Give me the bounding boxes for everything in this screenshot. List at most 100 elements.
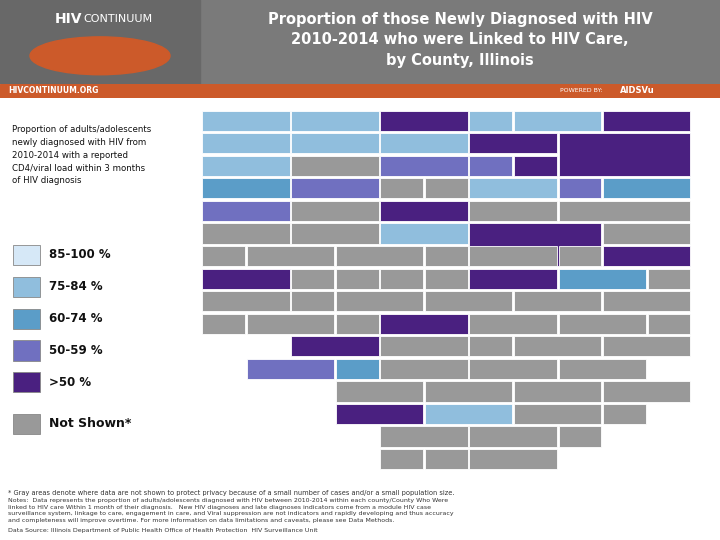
Text: 60-74 %: 60-74 % [49, 312, 102, 325]
FancyBboxPatch shape [380, 359, 468, 379]
Text: >50 %: >50 % [49, 376, 91, 389]
FancyBboxPatch shape [380, 201, 468, 221]
Text: * Gray areas denote where data are not shown to protect privacy because of a sma: * Gray areas denote where data are not s… [8, 490, 454, 496]
FancyBboxPatch shape [603, 336, 690, 356]
Text: HIVCONTINUUM.ORG: HIVCONTINUUM.ORG [8, 86, 99, 95]
FancyBboxPatch shape [469, 336, 513, 356]
FancyBboxPatch shape [469, 156, 513, 176]
Text: HIV: HIV [55, 12, 83, 26]
FancyBboxPatch shape [559, 246, 601, 266]
Text: 75-84 %: 75-84 % [49, 280, 102, 293]
FancyBboxPatch shape [425, 268, 468, 289]
Text: POWERED BY:: POWERED BY: [560, 88, 603, 93]
FancyBboxPatch shape [292, 224, 379, 244]
FancyBboxPatch shape [202, 314, 246, 334]
FancyBboxPatch shape [469, 111, 513, 131]
FancyBboxPatch shape [380, 111, 468, 131]
FancyBboxPatch shape [292, 201, 379, 221]
FancyBboxPatch shape [425, 246, 468, 266]
FancyBboxPatch shape [559, 314, 646, 334]
FancyBboxPatch shape [469, 314, 557, 334]
FancyBboxPatch shape [202, 201, 289, 221]
FancyBboxPatch shape [469, 427, 557, 447]
FancyBboxPatch shape [202, 156, 289, 176]
FancyBboxPatch shape [380, 427, 468, 447]
FancyBboxPatch shape [202, 224, 289, 244]
FancyBboxPatch shape [603, 381, 690, 402]
FancyBboxPatch shape [292, 336, 379, 356]
FancyBboxPatch shape [469, 359, 557, 379]
FancyBboxPatch shape [247, 314, 334, 334]
FancyBboxPatch shape [514, 336, 601, 356]
FancyBboxPatch shape [514, 381, 601, 402]
FancyBboxPatch shape [336, 404, 423, 424]
FancyBboxPatch shape [603, 111, 690, 131]
FancyBboxPatch shape [202, 178, 289, 199]
FancyBboxPatch shape [514, 404, 601, 424]
FancyBboxPatch shape [202, 291, 289, 312]
FancyBboxPatch shape [559, 178, 601, 199]
FancyBboxPatch shape [380, 336, 468, 356]
FancyBboxPatch shape [469, 449, 557, 469]
FancyBboxPatch shape [202, 268, 289, 289]
FancyBboxPatch shape [469, 133, 557, 153]
FancyBboxPatch shape [425, 178, 468, 199]
FancyBboxPatch shape [13, 308, 40, 329]
FancyBboxPatch shape [603, 246, 690, 266]
Text: Proportion of those Newly Diagnosed with HIV
2010-2014 who were Linked to HIV Ca: Proportion of those Newly Diagnosed with… [268, 12, 652, 68]
FancyBboxPatch shape [202, 246, 246, 266]
FancyBboxPatch shape [336, 291, 423, 312]
Ellipse shape [30, 37, 170, 75]
FancyBboxPatch shape [13, 372, 40, 393]
FancyBboxPatch shape [603, 291, 690, 312]
Bar [0, 0, 200, 84]
FancyBboxPatch shape [514, 111, 601, 131]
FancyBboxPatch shape [202, 111, 289, 131]
FancyBboxPatch shape [425, 449, 468, 469]
FancyBboxPatch shape [559, 359, 646, 379]
FancyBboxPatch shape [514, 291, 601, 312]
Text: 85-100 %: 85-100 % [49, 248, 111, 261]
FancyBboxPatch shape [514, 156, 557, 176]
Text: Proportion of adults/adolescents
newly diagnosed with HIV from
2010-2014 with a : Proportion of adults/adolescents newly d… [12, 125, 151, 185]
FancyBboxPatch shape [13, 276, 40, 297]
FancyBboxPatch shape [292, 291, 334, 312]
FancyBboxPatch shape [603, 224, 690, 244]
FancyBboxPatch shape [603, 404, 646, 424]
FancyBboxPatch shape [292, 111, 379, 131]
FancyBboxPatch shape [469, 246, 557, 266]
FancyBboxPatch shape [380, 268, 423, 289]
FancyBboxPatch shape [380, 156, 468, 176]
FancyBboxPatch shape [292, 156, 379, 176]
FancyBboxPatch shape [292, 178, 379, 199]
FancyBboxPatch shape [469, 268, 557, 289]
FancyBboxPatch shape [469, 201, 557, 221]
FancyBboxPatch shape [380, 178, 423, 199]
FancyBboxPatch shape [13, 245, 40, 265]
FancyBboxPatch shape [425, 404, 513, 424]
FancyBboxPatch shape [469, 178, 557, 199]
FancyBboxPatch shape [380, 449, 423, 469]
FancyBboxPatch shape [336, 268, 379, 289]
FancyBboxPatch shape [469, 224, 601, 266]
FancyBboxPatch shape [202, 133, 289, 153]
FancyBboxPatch shape [292, 268, 334, 289]
Text: AIDSVu: AIDSVu [620, 86, 654, 95]
FancyBboxPatch shape [336, 381, 423, 402]
FancyBboxPatch shape [425, 291, 513, 312]
FancyBboxPatch shape [647, 268, 690, 289]
FancyBboxPatch shape [647, 314, 690, 334]
FancyBboxPatch shape [559, 133, 690, 176]
Text: Not Shown*: Not Shown* [49, 417, 131, 430]
FancyBboxPatch shape [603, 178, 690, 199]
FancyBboxPatch shape [380, 314, 468, 334]
FancyBboxPatch shape [292, 133, 379, 153]
FancyBboxPatch shape [559, 427, 601, 447]
FancyBboxPatch shape [13, 340, 40, 361]
Text: CONTINUUM: CONTINUUM [83, 14, 152, 24]
FancyBboxPatch shape [247, 246, 334, 266]
FancyBboxPatch shape [425, 381, 513, 402]
Text: Notes:  Data represents the proportion of adults/adolescents diagnosed with HIV : Notes: Data represents the proportion of… [8, 498, 454, 523]
FancyBboxPatch shape [336, 359, 379, 379]
FancyBboxPatch shape [380, 224, 468, 244]
